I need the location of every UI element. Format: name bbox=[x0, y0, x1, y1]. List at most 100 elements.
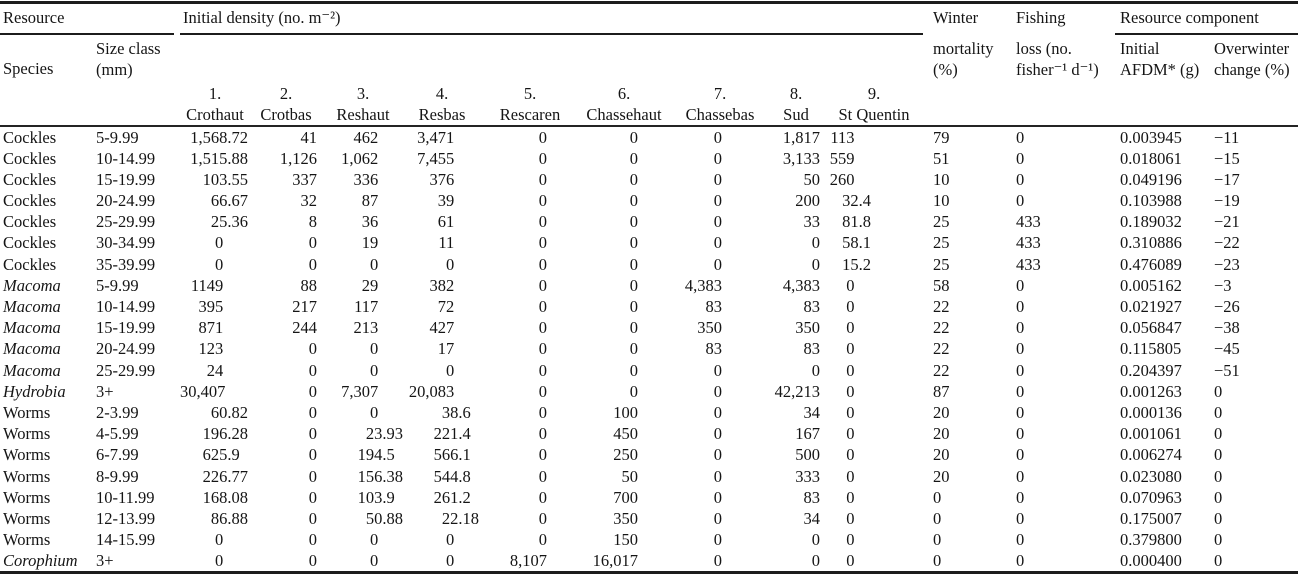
cell-crotbas: 88 bbox=[300, 275, 318, 295]
overwinter-change-column-header: Overwinter change (%) bbox=[1212, 35, 1298, 80]
species-cell: Cockles bbox=[3, 169, 57, 189]
cell-initial-afdm: 0.379800 bbox=[1120, 530, 1182, 550]
cell-overwinter-change: 0 bbox=[1214, 402, 1223, 422]
cell-crothaut: 395 bbox=[198, 297, 224, 316]
cell-crotbas: 8 bbox=[308, 212, 317, 232]
cell-resbas: 0 bbox=[446, 360, 455, 380]
cell-initial-afdm: 0.001263 bbox=[1120, 381, 1182, 401]
species-cell: Cockles bbox=[3, 191, 57, 211]
cell-fishing-loss: 0 bbox=[1016, 318, 1025, 338]
initial-afdm-header-line1: Initial bbox=[1120, 39, 1160, 58]
cell-resbas: 17 bbox=[437, 339, 455, 359]
size-class-cell: 14-15.99 bbox=[96, 530, 156, 550]
cell-resbas: 11 bbox=[438, 233, 455, 253]
cell-reshaut: 156.38 bbox=[357, 466, 403, 486]
cell-crotbas: 1,126 bbox=[279, 148, 317, 168]
site-name: Chassehaut bbox=[586, 105, 662, 124]
cell-fishing-loss: 0 bbox=[1016, 148, 1025, 168]
size-class-cell: 3+ bbox=[96, 551, 114, 571]
cell-overwinter-change: 0 bbox=[1214, 466, 1223, 486]
size-class-cell: 20-24.99 bbox=[96, 191, 156, 211]
cell-initial-afdm: 0.021927 bbox=[1120, 297, 1182, 316]
cell-st-quentin: 15.2 bbox=[842, 254, 871, 274]
cell-crotbas: 0 bbox=[308, 530, 317, 550]
size-class-cell: 8-9.99 bbox=[96, 466, 139, 486]
cell-chassehaut: 0 bbox=[629, 212, 638, 232]
cell-crotbas: 0 bbox=[308, 445, 317, 465]
size-class-cell: 3+ bbox=[96, 381, 114, 401]
cell-initial-afdm: 0.056847 bbox=[1120, 318, 1182, 338]
cell-crothaut: 30,407 bbox=[180, 381, 226, 401]
site-number: 8. bbox=[789, 84, 803, 103]
cell-crotbas: 0 bbox=[308, 402, 317, 422]
species-cell: Worms bbox=[3, 487, 51, 507]
cell-chassehaut: 16,017 bbox=[592, 551, 638, 571]
cell-winter-mortality: 0 bbox=[933, 508, 942, 528]
cell-chassehaut: 0 bbox=[629, 339, 638, 359]
cell-crothaut: 1149 bbox=[190, 275, 224, 295]
cell-initial-afdm: 0.204397 bbox=[1120, 360, 1182, 380]
fishing-loss-header-line3: fisher⁻¹ d⁻¹) bbox=[1016, 60, 1099, 79]
site-name: Chassebas bbox=[685, 105, 755, 124]
species-cell: Worms bbox=[3, 508, 51, 528]
cell-rescaren: 0 bbox=[538, 487, 547, 507]
cell-sud: 0 bbox=[811, 551, 820, 571]
cell-reshaut: 0 bbox=[370, 530, 379, 550]
cell-chassehaut: 700 bbox=[613, 487, 638, 507]
cell-fishing-loss: 0 bbox=[1016, 381, 1025, 401]
cell-crothaut: 0 bbox=[215, 254, 224, 274]
cell-st-quentin: 58.1 bbox=[842, 233, 871, 253]
cell-chassebas: 0 bbox=[713, 212, 722, 232]
cell-chassebas: 0 bbox=[713, 466, 722, 486]
cell-crothaut: 103.55 bbox=[202, 169, 248, 189]
cell-rescaren: 0 bbox=[538, 402, 547, 422]
cell-fishing-loss: 0 bbox=[1016, 127, 1025, 147]
cell-sud: 1,817 bbox=[782, 127, 820, 147]
cell-resbas: 0 bbox=[446, 551, 455, 571]
cell-winter-mortality: 0 bbox=[933, 487, 942, 507]
site-number: 5. bbox=[523, 84, 537, 103]
cell-rescaren: 0 bbox=[538, 339, 547, 359]
table-header-columns: Species Size class (mm) mortality (%) lo… bbox=[0, 35, 1298, 125]
cell-st-quentin: 0 bbox=[846, 424, 855, 444]
cell-crotbas: 0 bbox=[308, 360, 317, 380]
cell-winter-mortality: 20 bbox=[933, 466, 950, 486]
species-cell: Macoma bbox=[3, 339, 61, 359]
cell-rescaren: 0 bbox=[538, 191, 547, 211]
table-body: Cockles 5-9.99 1,568.72 41 462 3,471 0 0 0 1,817 1… bbox=[0, 127, 1298, 572]
site-column-header-4: 4. Resbas bbox=[404, 80, 480, 125]
cell-st-quentin: 0 bbox=[846, 381, 855, 401]
cell-chassehaut: 250 bbox=[613, 445, 638, 465]
site-column-header-8: 8. Sud bbox=[772, 80, 820, 125]
species-cell: Cockles bbox=[3, 233, 57, 253]
cell-st-quentin: 0 bbox=[846, 360, 855, 380]
cell-fishing-loss: 0 bbox=[1016, 466, 1025, 486]
cell-crothaut: 871 bbox=[198, 318, 224, 338]
cell-reshaut: 29 bbox=[361, 275, 379, 295]
size-class-header-line2: (mm) bbox=[96, 60, 133, 79]
cell-fishing-loss: 0 bbox=[1016, 339, 1025, 359]
cell-st-quentin: 113 bbox=[830, 127, 855, 147]
size-class-cell: 25-29.99 bbox=[96, 360, 156, 380]
site-number: 1. bbox=[208, 84, 222, 103]
cell-st-quentin: 0 bbox=[846, 508, 855, 528]
species-cell: Worms bbox=[3, 402, 51, 422]
cell-reshaut: 1,062 bbox=[341, 148, 379, 168]
cell-chassebas: 0 bbox=[713, 254, 722, 274]
cell-overwinter-change: −26 bbox=[1214, 297, 1240, 316]
cell-sud: 34 bbox=[803, 402, 821, 422]
cell-overwinter-change: −11 bbox=[1214, 127, 1240, 147]
species-cell: Cockles bbox=[3, 212, 57, 232]
site-number: 2. bbox=[279, 84, 293, 103]
cell-rescaren: 0 bbox=[538, 233, 547, 253]
cell-crotbas: 0 bbox=[308, 424, 317, 444]
size-class-cell: 10-14.99 bbox=[96, 148, 156, 168]
cell-chassebas: 0 bbox=[713, 148, 722, 168]
cell-sud: 500 bbox=[795, 445, 820, 465]
cell-overwinter-change: −15 bbox=[1214, 148, 1240, 168]
cell-resbas: 72 bbox=[437, 297, 455, 316]
cell-chassebas: 0 bbox=[713, 381, 722, 401]
cell-overwinter-change: −17 bbox=[1214, 169, 1240, 189]
size-class-cell: 35-39.99 bbox=[96, 254, 156, 274]
cell-resbas: 20,083 bbox=[408, 381, 455, 401]
